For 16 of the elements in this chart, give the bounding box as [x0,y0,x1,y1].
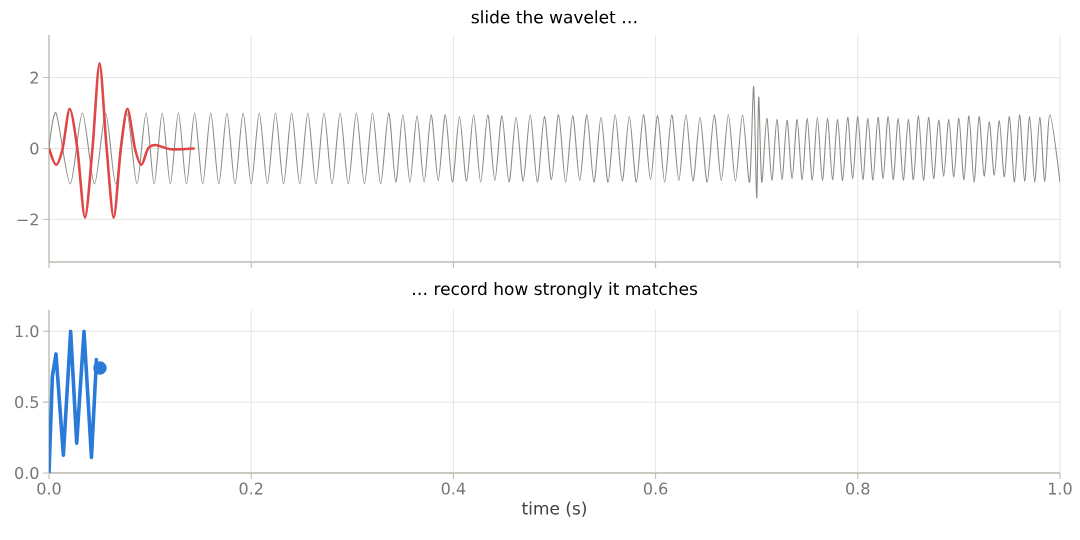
chart-title: … record how strongly it matches [413,281,698,299]
line-series [49,62,196,219]
x-tick-label: 1.0 [1049,482,1072,495]
x-tick-label: 0.6 [643,482,668,495]
chart-title: slide the wavelet … [471,10,637,24]
y-tick-label: 2 [30,71,38,84]
x-tick-label: 0.4 [441,482,466,495]
x-axis-title: time (s) [521,501,586,517]
x-tick-label: 0.2 [239,482,263,495]
x-tick-label: 0.8 [846,482,870,495]
y-tick-label: 0.5 [15,396,39,409]
line-series [49,85,1060,199]
y-tick-label: −2 [17,213,38,226]
y-tick-label: 1.0 [15,325,39,338]
y-tick-label: 0.0 [15,466,39,480]
y-tick-label: 0 [30,142,39,155]
